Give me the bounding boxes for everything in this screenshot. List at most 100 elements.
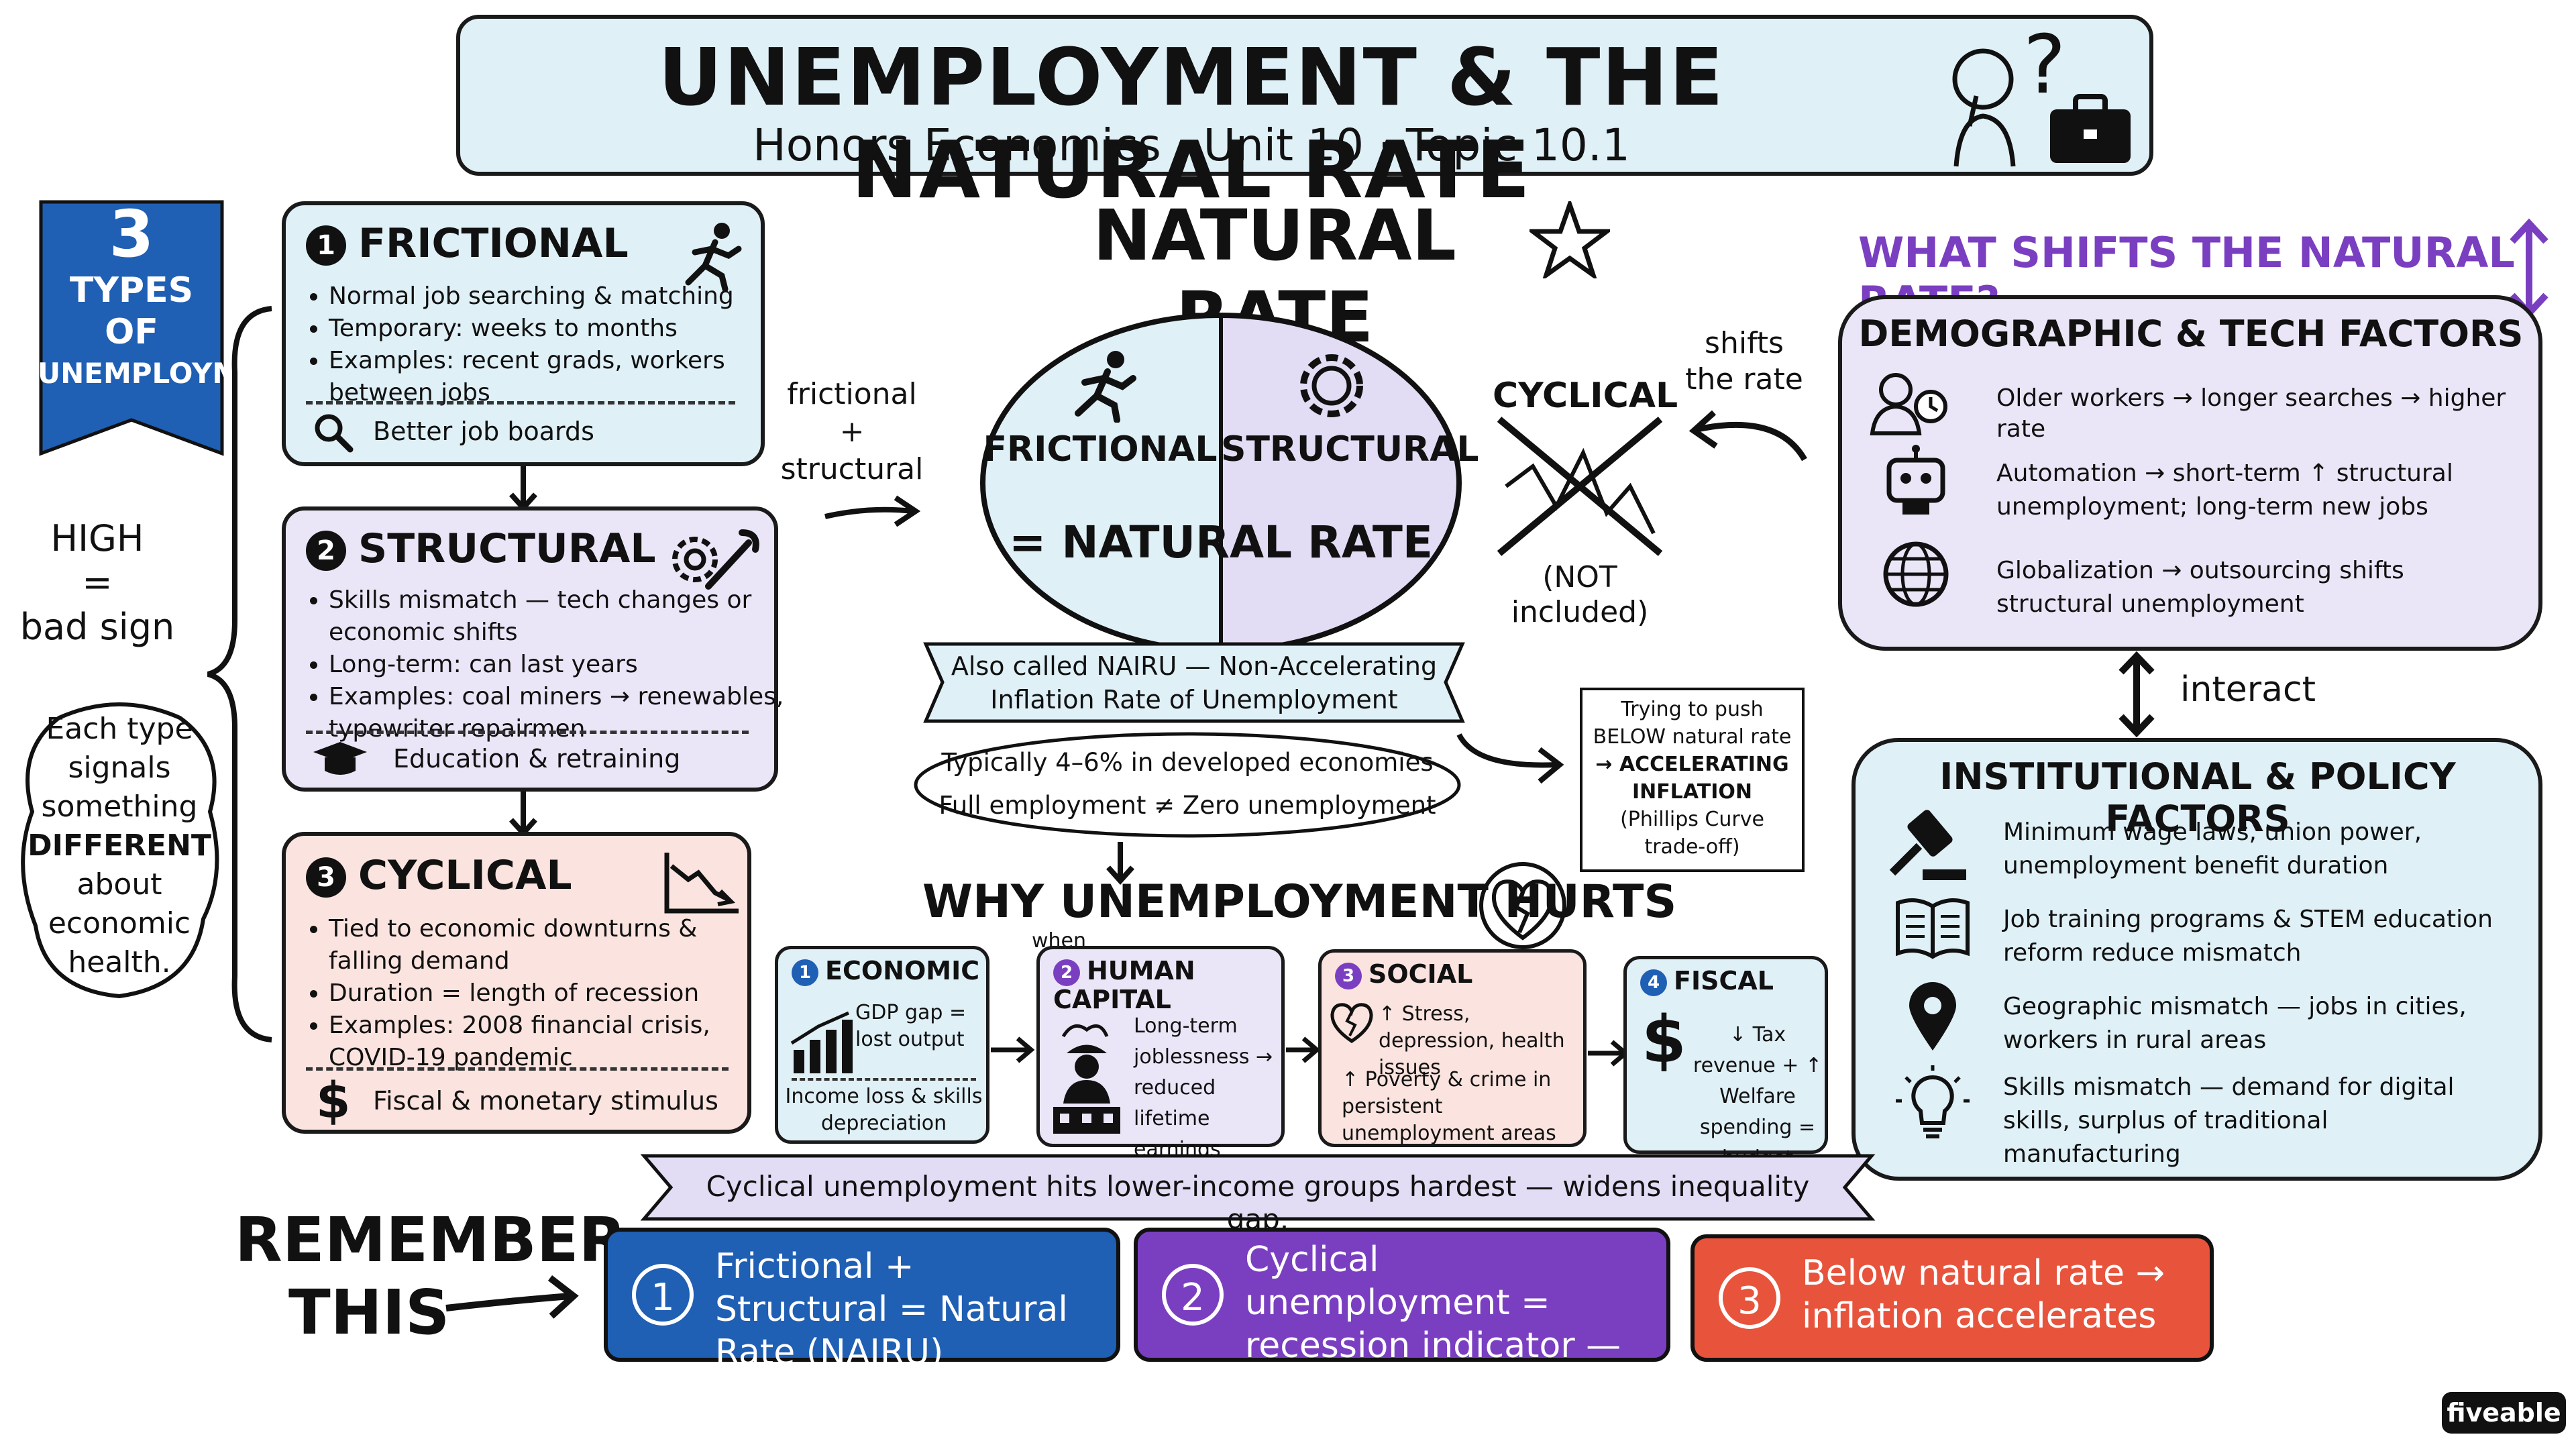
bullet: Examples: 2008 financial crisis, COVID-1… [329,1010,758,1074]
types-line2: OF [105,312,158,352]
card-bullets: Skills mismatch — tech changes or econom… [299,584,785,745]
arrow-label-line: structural [780,452,924,486]
arrow-label: frictional + structural [778,376,926,488]
remember-label: REMEMBER THIS [235,1204,626,1349]
high-note: HIGH = bad sign [13,517,181,649]
cloud-line: DIFFERENT [28,828,211,863]
curved-arrow-to-push-note [1456,733,1564,784]
remember-card-3: 3 Below natural rate → inflation acceler… [1690,1234,2214,1362]
thinking-person-icon [1952,48,2016,167]
declining-chart-icon [664,853,739,914]
demographic-tech-box: DEMOGRAPHIC & TECH FACTORS Older workers… [1838,295,2542,651]
cyclical-not-included: (NOT included) [1493,560,1667,630]
push-line: INFLATION [1631,780,1752,804]
card-footer: Better job boards [373,417,594,446]
nairu-ribbon-shape [923,642,1465,723]
card-bullets: Normal job searching & matching Temporar… [299,280,771,409]
high-line2: = [82,561,113,604]
remember-number: 3 [1719,1267,1780,1329]
cloud-line: something [41,790,198,824]
broken-heart-icon [1479,862,1566,949]
nr-equals: = NATURAL RATE [1009,517,1433,568]
high-line1: HIGH [50,517,144,559]
dollar-icon: $ [316,1072,351,1130]
push-line: (Phillips Curve [1620,808,1764,831]
card-number: 1 [306,225,346,266]
types-banner-shape [39,200,224,456]
gear-wrench-icon [672,529,759,590]
star-icon [1529,201,1610,278]
effect-fiscal: 4 FISCAL $ ↓ Tax revenue + ↑ Welfare spen… [1623,956,1828,1201]
typical-line: Full employment ≠ Zero unemployment [938,791,1436,820]
card-footer: Education & retraining [393,744,681,773]
interact-arrow [2118,651,2155,738]
effect-top: GDP gap = lost output [855,1001,967,1051]
card-title-text: STRUCTURAL [358,525,656,572]
brand-badge: fiveable [2442,1392,2566,1434]
running-person-icon [1075,351,1136,423]
effect-title-text: FISCAL [1674,966,1774,996]
arrow-label-line: + [839,415,865,449]
effect-social: 3 SOCIAL ↑ Stress, depression, health iss… [1318,949,1587,1147]
types-line3: UNEMPLOYMENT [38,357,303,390]
arrow-label-line: frictional [787,377,917,411]
effect-title-text: SOCIAL [1368,959,1473,989]
factory-worker-icon [1053,1024,1120,1134]
not-line: included) [1511,595,1649,629]
bullet: Examples: recent grads, workers between … [329,345,771,409]
card-structural: 2 STRUCTURAL Skills mismatch — tech chang… [282,506,784,792]
effect-number: 2 [1053,959,1080,986]
crossed-out-chart-icon [1497,417,1663,556]
effect-title: 3 SOCIAL [1335,961,1472,989]
card-number: 2 [306,531,346,572]
effect-human-capital: 2 HUMAN CAPITAL Long-term joblessness → r… [1036,946,1285,1161]
push-line: Trying to push [1621,698,1764,721]
natural-rate-circle [980,313,1462,653]
demo-item: Automation → short-term ↑ structural une… [1996,460,2453,521]
typical-oval-shape [914,732,1461,838]
card-title: 3 CYCLICAL [306,852,572,899]
cyclical-x-title: CYCLICAL [1493,376,1678,416]
lightbulb-icon [1896,1065,1970,1138]
card-divider [306,401,735,405]
gavel-icon [1889,810,1966,880]
typical-note: Typically 4–6% in developed economies Fu… [926,741,1449,827]
demo-item: Older workers → longer searches → higher… [1996,384,2506,443]
effect-number: 1 [792,959,818,986]
effect-economic: 1 ECONOMIC GDP gap = lost output Income l… [775,946,989,1144]
question-mark: ? [2023,19,2066,112]
institutional-policy-box: INSTITUTIONAL & POLICY FACTORS Minimum w… [1851,738,2542,1181]
page-subtitle: Honors Economics · Unit 10 · Topic 10.1 [753,119,1630,171]
bullet: Tied to economic downturns & falling dem… [329,913,758,977]
remember-text: Below natural rate → inflation accelerat… [1802,1253,2165,1336]
briefcase-icon [2050,94,2131,163]
effect-title: 1 ECONOMIC [792,957,979,986]
cloud-line: Each type [46,712,193,746]
card-bullets: Tied to economic downturns & falling dem… [299,913,758,1074]
remember-number: 2 [1162,1264,1224,1326]
inst-item: Minimum wage laws, union power, unemploy… [2003,818,2422,879]
bar-chart-icon [790,1011,853,1073]
bullet: Temporary: weeks to months [329,313,771,345]
card-title: 2 STRUCTURAL [306,525,656,572]
remember-line2: THIS [288,1277,450,1348]
dollar-icon: $ [1642,1002,1686,1077]
not-line: (NOT [1542,560,1617,594]
inequality-ribbon-shape [640,1154,1876,1221]
types-banner: 3 TYPES OF UNEMPLOYMENT [38,199,303,394]
push-line: → ACCELERATING [1595,753,1789,776]
effect-title: 4 FISCAL [1640,967,1774,996]
right-arrow [824,495,921,527]
remember-number: 1 [632,1264,694,1326]
push-note: Trying to push BELOW natural rate → ACCE… [1580,688,1805,872]
nr-right-label: STRUCTURAL [1221,429,1479,470]
remember-card-2: 2 Cyclical unemployment = recession indi… [1134,1228,1670,1409]
nr-left-label: FRICTIONAL [983,429,1218,470]
shifts-label: shifts the rate [1664,325,1825,398]
cloud-line: health. [68,945,171,979]
graduation-cap-icon [313,742,367,775]
remember-card-1: 1 Frictional + Structural = Natural Rate… [604,1228,1120,1373]
effect-title-text: HUMAN CAPITAL [1053,956,1195,1014]
effect-top: Long-term joblessness → reduced lifetime… [1134,1014,1273,1161]
